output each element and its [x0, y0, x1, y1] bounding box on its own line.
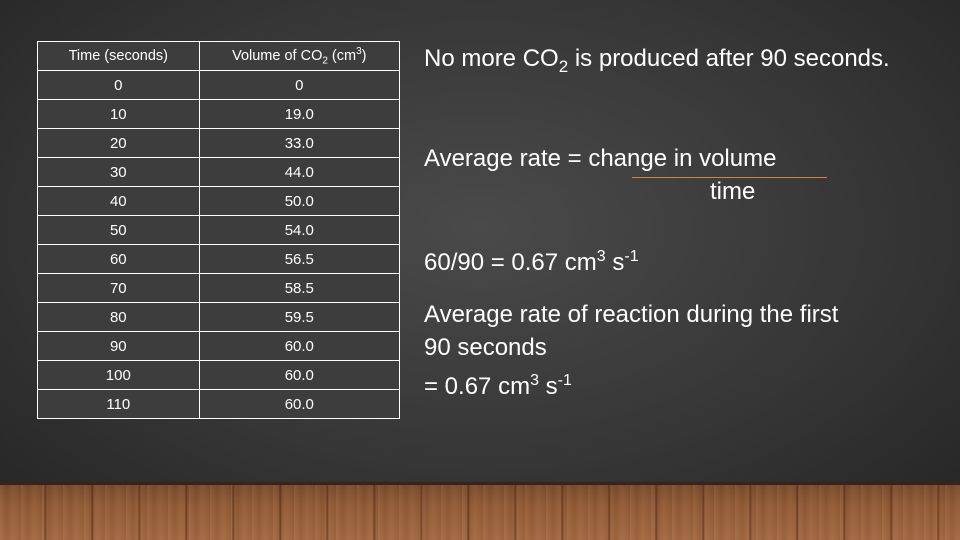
formula-denominator: time	[710, 178, 756, 205]
table-header-row: Time (seconds) Volume of CO2 (cm3)	[37, 41, 401, 71]
rate-conclusion: Average rate of reaction during the firs…	[424, 298, 924, 403]
time-cell: 10	[37, 99, 200, 129]
table-row: 30 44.0	[37, 157, 401, 187]
time-cell: 90	[37, 331, 200, 361]
table-row: 70 58.5	[37, 273, 401, 303]
time-cell: 20	[37, 128, 200, 158]
table-row: 100 60.0	[37, 360, 401, 390]
table-row: 10 19.0	[37, 99, 401, 129]
time-cell: 50	[37, 215, 200, 245]
rate-calculation: 60/90 = 0.67 cm3 s-1	[424, 248, 639, 276]
table-row: 110 60.0	[37, 389, 401, 419]
time-cell: 100	[37, 360, 200, 390]
volume-cell: 60.0	[198, 331, 401, 361]
volume-cell: 60.0	[198, 389, 401, 419]
volume-cell: 0	[198, 70, 401, 100]
table-row: 40 50.0	[37, 186, 401, 216]
table-row: 50 54.0	[37, 215, 401, 245]
time-cell: 60	[37, 244, 200, 274]
conclusion-line-3: = 0.67 cm3 s-1	[424, 372, 572, 400]
wooden-floor	[0, 482, 960, 540]
volume-cell: 58.5	[198, 273, 401, 303]
time-cell: 80	[37, 302, 200, 332]
time-cell: 0	[37, 70, 200, 100]
volume-cell: 44.0	[198, 157, 401, 187]
fraction-line	[632, 177, 827, 178]
time-cell: 110	[37, 389, 200, 419]
volume-cell: 59.5	[198, 302, 401, 332]
time-cell: 40	[37, 186, 200, 216]
volume-cell: 50.0	[198, 186, 401, 216]
conclusion-line-1: Average rate of reaction during the firs…	[424, 301, 839, 328]
no-more-co2-note: No more CO2 is produced after 90 seconds…	[424, 45, 890, 76]
volume-cell: 54.0	[198, 215, 401, 245]
volume-column-header: Volume of CO2 (cm3)	[198, 41, 401, 71]
volume-cell: 56.5	[198, 244, 401, 274]
time-cell: 30	[37, 157, 200, 187]
formula-numerator: Average rate = change in volume	[424, 145, 777, 172]
time-cell: 70	[37, 273, 200, 303]
volume-cell: 19.0	[198, 99, 401, 129]
volume-cell: 60.0	[198, 360, 401, 390]
table-row: 90 60.0	[37, 331, 401, 361]
average-rate-formula: Average rate = change in volume time	[424, 142, 874, 208]
table-row: 80 59.5	[37, 302, 401, 332]
conclusion-line-2: 90 seconds	[424, 334, 547, 361]
time-column-header: Time (seconds)	[37, 41, 200, 71]
volume-cell: 33.0	[198, 128, 401, 158]
table-row: 60 56.5	[37, 244, 401, 274]
table-row: 20 33.0	[37, 128, 401, 158]
